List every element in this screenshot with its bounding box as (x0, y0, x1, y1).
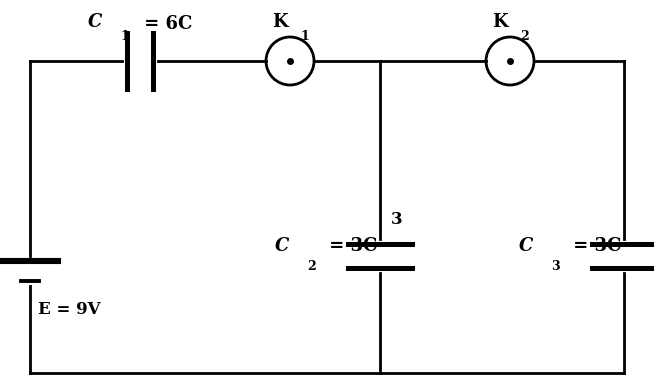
Text: = 6C: = 6C (138, 15, 192, 33)
Text: K: K (272, 13, 288, 31)
Text: C: C (519, 237, 534, 255)
Text: 1: 1 (120, 30, 129, 43)
Text: E = 9V: E = 9V (38, 301, 101, 318)
Text: 3: 3 (551, 260, 560, 273)
Text: = 3C: = 3C (567, 237, 621, 255)
Text: 2: 2 (307, 260, 316, 273)
Text: 1: 1 (300, 30, 309, 43)
Text: K: K (492, 13, 508, 31)
Text: C: C (275, 237, 289, 255)
Text: C: C (88, 13, 103, 31)
Text: 3: 3 (391, 210, 403, 228)
Text: 2: 2 (520, 30, 528, 43)
Text: = 3C: = 3C (323, 237, 377, 255)
